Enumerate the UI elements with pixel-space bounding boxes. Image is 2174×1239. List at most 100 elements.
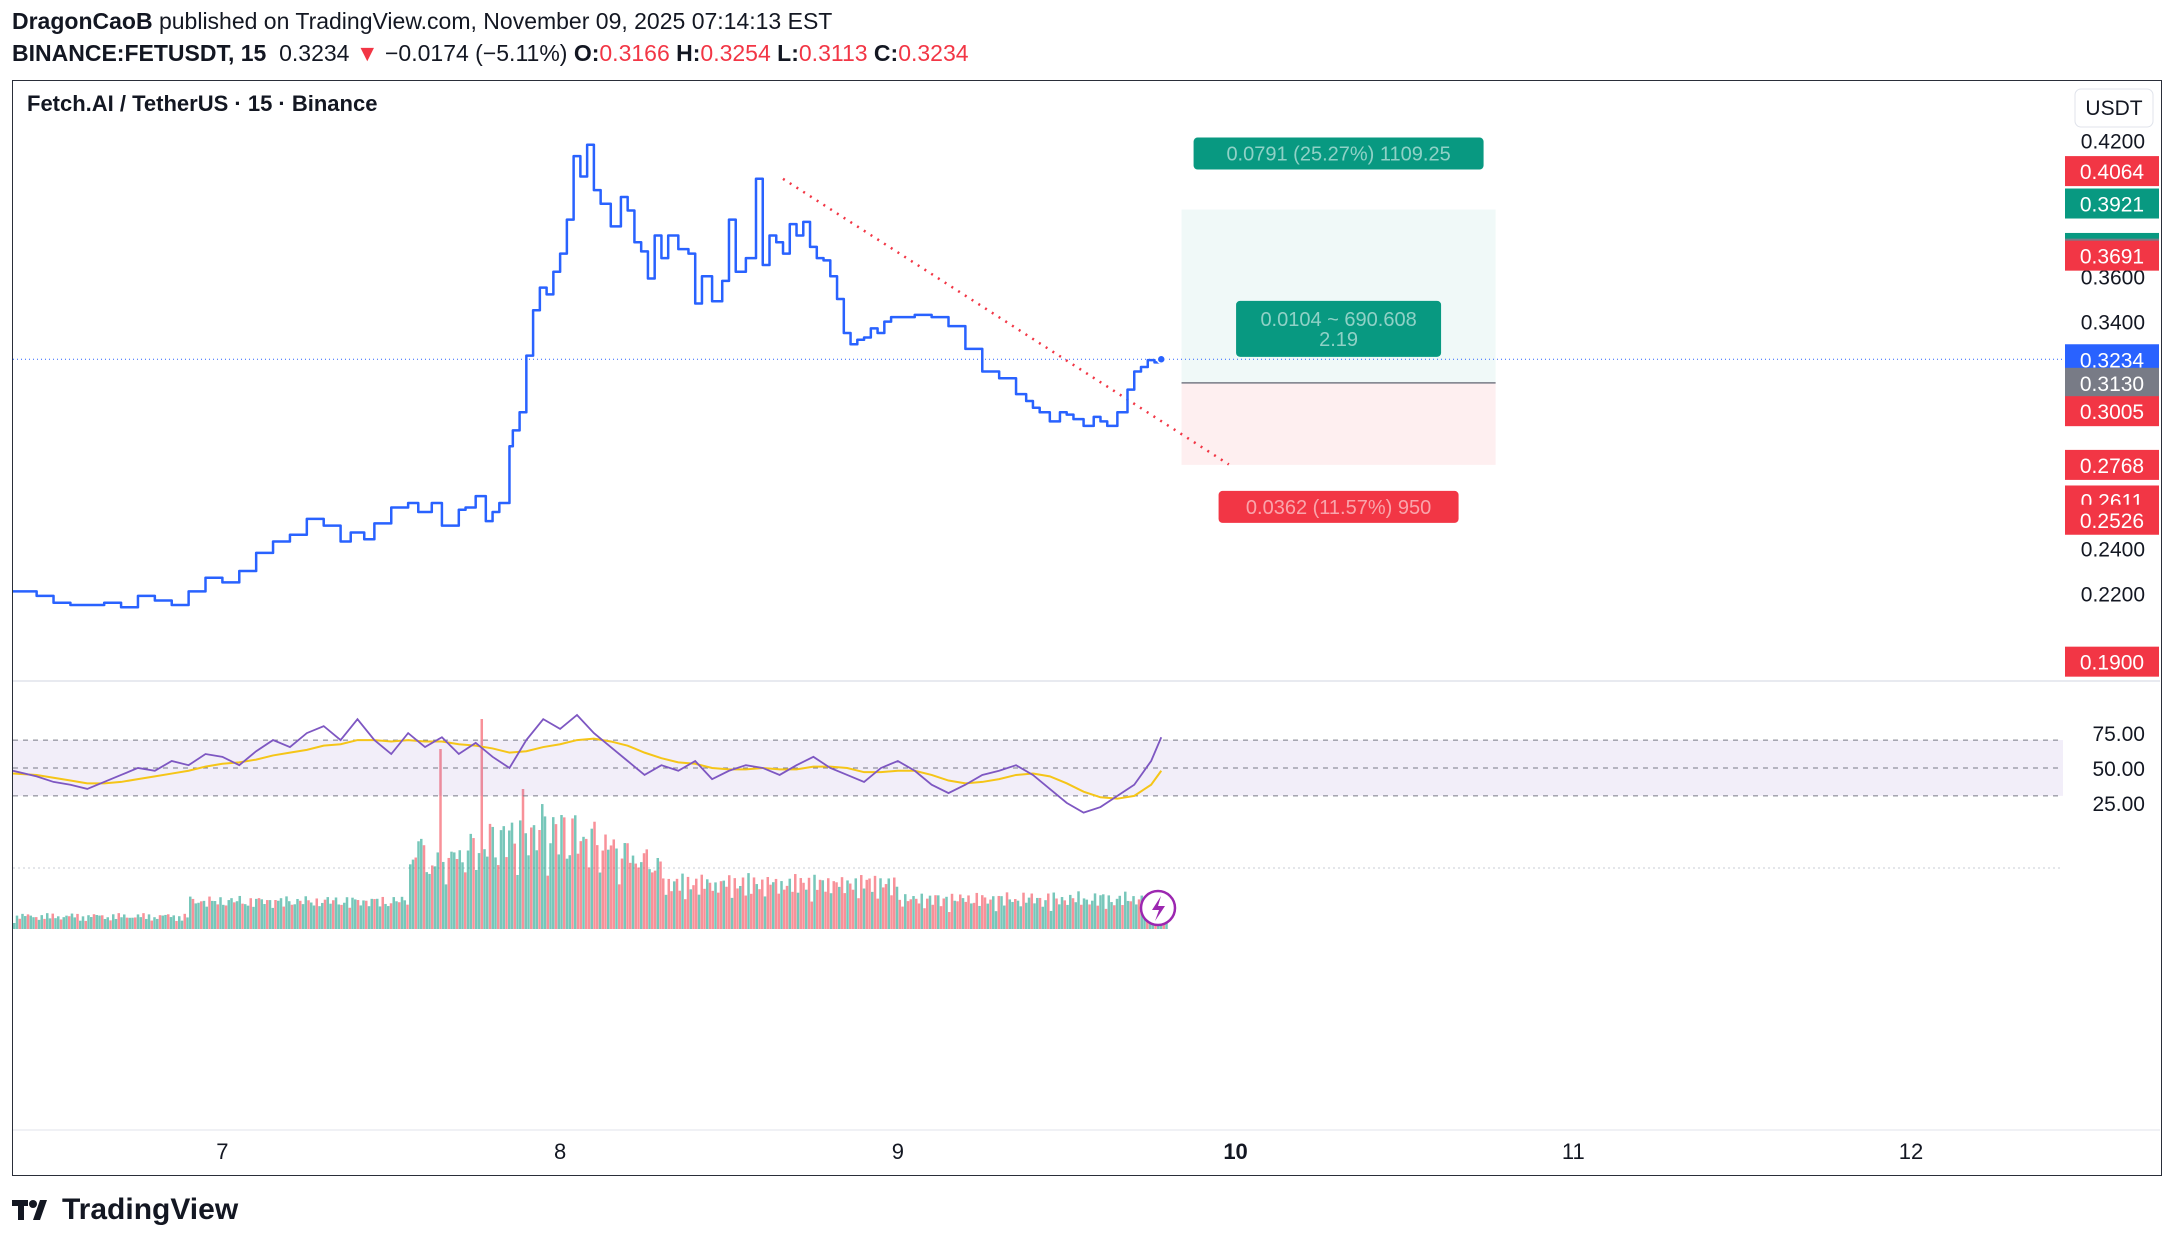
trendline[interactable] xyxy=(782,177,1230,466)
volume-bar xyxy=(323,899,327,929)
position-loss-zone[interactable] xyxy=(1181,382,1496,465)
volume-bar xyxy=(337,904,341,929)
volume-bar xyxy=(95,915,99,929)
volume-bar xyxy=(1058,904,1061,929)
tradingview-logo[interactable]: TradingView xyxy=(12,1193,238,1227)
volume-bar xyxy=(879,878,882,929)
author-name[interactable]: DragonCaoB xyxy=(12,8,153,34)
volume-bar xyxy=(150,920,154,929)
position-profit-zone[interactable] xyxy=(1181,209,1496,383)
volume-bar xyxy=(183,913,187,929)
volume-bar xyxy=(609,845,613,929)
volume-bar xyxy=(736,888,739,929)
target-label[interactable]: 0.0791 (25.27%) 1109.25 xyxy=(1193,137,1484,170)
volume-bar xyxy=(1093,893,1097,929)
chart-canvas[interactable]: Fetch.AI / TetherUS · 15 · Binance USDT 0.… xyxy=(13,81,2160,1174)
volume-bar xyxy=(296,898,299,929)
volume-bar xyxy=(972,902,976,929)
volume-bar xyxy=(1096,905,1100,929)
volume-bar xyxy=(582,836,585,929)
volume-bar xyxy=(395,901,398,929)
time-axis-tick: 10 xyxy=(1223,1139,1247,1164)
volume-bar xyxy=(915,898,918,929)
rsi-axis[interactable]: 75.00 50.00 25.00 xyxy=(2092,723,2145,816)
volume-bar xyxy=(1104,908,1108,929)
volume-bar xyxy=(134,917,137,929)
volume-bar xyxy=(796,892,800,929)
volume-bars xyxy=(13,719,1168,929)
volume-bar xyxy=(920,893,924,929)
stop-label[interactable]: 0.0362 (11.57%) 950 xyxy=(1218,490,1459,523)
volume-bar xyxy=(1052,892,1056,929)
rsi-line[interactable] xyxy=(13,713,1163,814)
volume-bar xyxy=(601,850,605,929)
volume-bar xyxy=(466,850,470,929)
volume-bar xyxy=(169,917,173,929)
volume-bar xyxy=(813,874,816,929)
low-label: L: xyxy=(777,40,799,66)
volume-bar xyxy=(351,897,354,929)
volume-bar xyxy=(876,898,880,929)
chart-frame[interactable]: Fetch.AI / TetherUS · 15 · Binance USDT 0.… xyxy=(12,80,2162,1176)
close-value: 0.3234 xyxy=(898,40,969,66)
lightning-icon[interactable] xyxy=(1139,889,1177,927)
volume-bar xyxy=(868,878,871,929)
volume-bar xyxy=(1008,899,1012,929)
volume-bar xyxy=(686,876,690,929)
volume-bar xyxy=(1047,893,1050,929)
volume-bar xyxy=(706,879,709,929)
last-price: 0.3234 xyxy=(279,40,350,66)
volume-bar xyxy=(967,895,970,929)
volume-bar xyxy=(681,873,684,929)
volume-bar xyxy=(450,851,453,929)
volume-bar xyxy=(763,896,767,929)
currency-button[interactable]: USDT xyxy=(2074,88,2154,128)
price-axis-tick: 0.2400 xyxy=(2081,538,2145,561)
symbol-title[interactable]: Fetch.AI / TetherUS · 15 · Binance xyxy=(27,91,377,116)
volume-bar xyxy=(255,898,258,929)
volume-bar xyxy=(950,893,954,929)
volume-bar xyxy=(367,906,371,929)
volume-bar xyxy=(420,838,423,929)
volume-bar xyxy=(13,923,16,929)
volume-bar xyxy=(714,882,717,929)
volume-bar xyxy=(483,849,486,929)
volume-bar xyxy=(1069,894,1072,929)
volume-bar xyxy=(101,915,104,929)
volume-bar xyxy=(356,900,360,929)
volume-bar xyxy=(439,749,442,929)
volume-bar xyxy=(978,905,981,929)
volume-bar xyxy=(684,899,687,929)
volume-bar xyxy=(1080,904,1083,929)
price-axis-tick: 0.3400 xyxy=(2081,312,2145,335)
price-line-series[interactable] xyxy=(13,143,1163,609)
volume-bar xyxy=(538,830,541,929)
volume-bar xyxy=(409,864,412,929)
volume-bar xyxy=(164,914,167,929)
volume-bar xyxy=(926,898,929,929)
volume-bar xyxy=(1102,894,1105,929)
volume-bar xyxy=(285,896,288,929)
volume-bar xyxy=(695,878,698,929)
volume-bar xyxy=(257,898,261,929)
volume-bar xyxy=(854,878,858,929)
volume-bar xyxy=(35,917,38,929)
volume-bar xyxy=(708,882,712,929)
volume-bar xyxy=(189,896,192,929)
volume-bar xyxy=(546,875,550,929)
volume-bar xyxy=(620,858,624,929)
time-axis[interactable]: 7 8 9 10 11 12 xyxy=(216,1139,1923,1164)
volume-bar xyxy=(508,830,511,929)
volume-bar xyxy=(345,897,349,929)
volume-bar xyxy=(1077,891,1080,929)
volume-bar xyxy=(24,916,27,929)
volume-bar xyxy=(365,900,368,929)
volume-bar xyxy=(378,906,382,929)
price-axis[interactable]: 0.4200 0.3600 0.3400 0.2400 0.2200 xyxy=(2081,130,2145,606)
volume-bar xyxy=(1038,897,1042,929)
rsi-ma-line[interactable] xyxy=(13,737,1163,800)
volume-bar xyxy=(659,861,662,929)
price-tag-text: 0.3005 xyxy=(2080,401,2144,424)
volume-bar xyxy=(238,895,242,929)
